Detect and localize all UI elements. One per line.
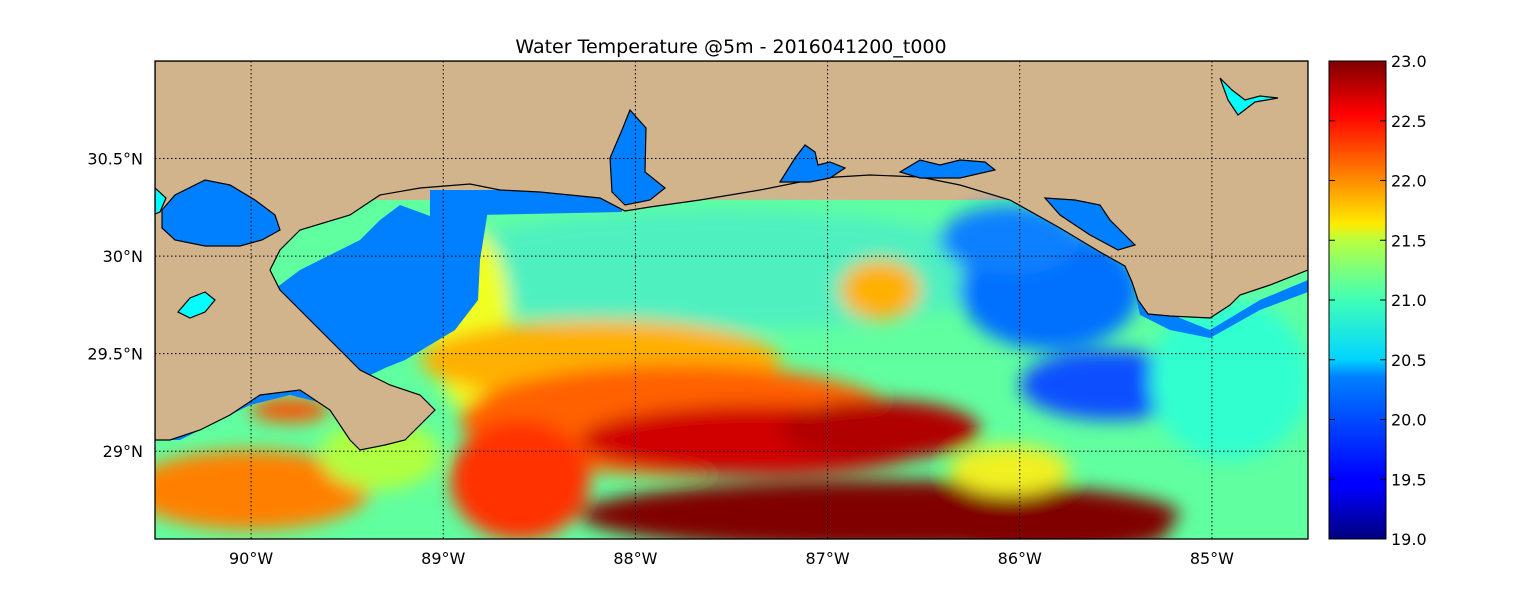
colorbar: 19.0 19.5 20.0 20.5 21.0 21.5 22.0 22.5 23.0 xyxy=(1328,52,1427,549)
latitude-label: 29°N xyxy=(103,442,143,461)
colorbar-tick-label: 21.0 xyxy=(1391,291,1427,310)
colorbar-tick-label: 19.5 xyxy=(1391,470,1427,489)
colorbar-tick-label: 23.0 xyxy=(1391,52,1427,71)
colorbar-tick-label: 20.0 xyxy=(1391,411,1427,430)
map-frame xyxy=(154,60,1309,540)
latitude-labels: 30.5°N 30°N 29.5°N 29°N xyxy=(87,150,143,462)
map-plot xyxy=(154,60,1309,540)
colorbar-tick-label: 19.0 xyxy=(1391,530,1427,549)
longitude-label: 89°W xyxy=(421,549,465,568)
longitude-label: 86°W xyxy=(998,549,1042,568)
colorbar-ticks: 19.0 19.5 20.0 20.5 21.0 21.5 22.0 22.5 23.0 xyxy=(1329,52,1427,549)
longitude-labels: 90°W 89°W 88°W 87°W 86°W 85°W xyxy=(229,549,1234,568)
colorbar-tick-label: 22.5 xyxy=(1391,112,1427,131)
longitude-label: 87°W xyxy=(805,549,849,568)
longitude-label: 85°W xyxy=(1190,549,1234,568)
colorbar-tick-label: 22.0 xyxy=(1391,172,1427,191)
map-title: Water Temperature @5m - 2016041200_t000 xyxy=(515,36,946,58)
latitude-label: 29.5°N xyxy=(87,345,143,364)
longitude-label: 90°W xyxy=(229,549,273,568)
longitude-label: 88°W xyxy=(613,549,657,568)
colorbar-tick-label: 21.5 xyxy=(1391,231,1427,250)
colorbar-tick-label: 20.5 xyxy=(1391,351,1427,370)
graticule xyxy=(155,61,1308,539)
latitude-label: 30.5°N xyxy=(87,150,143,169)
colorbar-gradient xyxy=(1328,60,1387,540)
latitude-label: 30°N xyxy=(103,247,143,266)
